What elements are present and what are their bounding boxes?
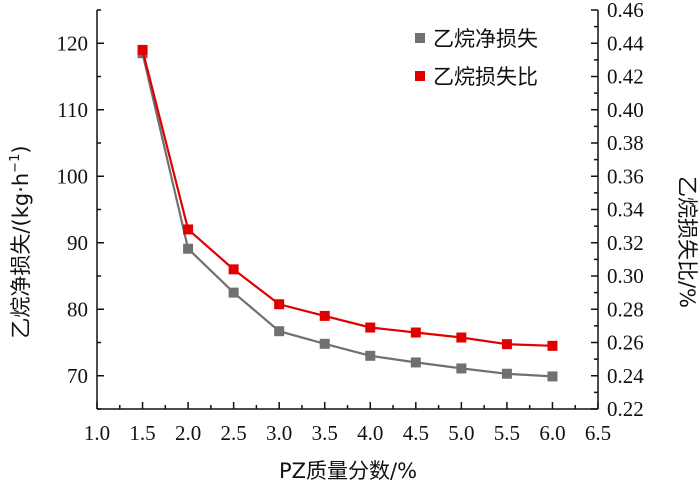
y-right-tick-label: 0.26: [607, 331, 644, 355]
data-point-1: [456, 332, 467, 343]
y-right-tick-label: 0.44: [607, 31, 644, 55]
y-left-tick-label: 90: [67, 231, 88, 255]
y-left-axis-title-sup: −1: [8, 154, 23, 173]
data-point-0: [319, 338, 330, 349]
legend-label-net-loss: 乙烷净损失: [433, 27, 538, 51]
data-point-1: [547, 340, 558, 351]
x-tick-label: 5.0: [448, 421, 474, 445]
data-point-0: [410, 357, 421, 368]
series-line-1: [141, 49, 553, 347]
y-right-tick-label: 0.24: [607, 364, 644, 388]
y-right-tick-label: 0.38: [607, 131, 644, 155]
data-point-1: [228, 264, 239, 275]
y-right-tick-label: 0.30: [607, 264, 644, 288]
x-tick-label: 4.0: [357, 421, 383, 445]
data-point-1: [274, 299, 285, 310]
data-point-0: [365, 350, 376, 361]
data-point-0: [547, 371, 558, 382]
y-right-tick-label: 0.46: [607, 0, 644, 22]
data-point-1: [501, 339, 512, 350]
series-group: [137, 44, 558, 382]
x-tick-label: 4.5: [403, 421, 429, 445]
x-tick-label: 3.5: [312, 421, 338, 445]
x-tick-label: 2.0: [175, 421, 201, 445]
x-tick-label: 6.0: [539, 421, 565, 445]
x-axis-title: PZ质量分数/%: [279, 459, 417, 483]
y-left-axis-title-main: 乙烷净损失/(kg·h: [9, 173, 33, 339]
y-left-axis-title: 乙烷净损失/(kg·h−1): [8, 145, 33, 338]
data-point-1: [137, 44, 148, 55]
series-line-0: [141, 52, 553, 378]
x-tick-label: 6.5: [585, 421, 611, 445]
data-point-1: [365, 322, 376, 333]
x-tick-label: 1.0: [84, 421, 110, 445]
y-right-tick-label: 0.28: [607, 297, 644, 321]
data-point-1: [319, 310, 330, 321]
y-right-tick-label: 0.36: [607, 164, 644, 188]
data-point-0: [274, 326, 285, 337]
y-right-tick-label: 0.40: [607, 98, 644, 122]
legend-marker-net-loss: [415, 33, 425, 43]
x-tick-label: 2.5: [221, 421, 247, 445]
y-right-axis-title: 乙烷损失比/%: [675, 176, 699, 308]
data-point-0: [456, 363, 467, 374]
y-left-tick-label: 110: [57, 98, 88, 122]
x-tick-label: 1.5: [129, 421, 155, 445]
data-point-1: [183, 224, 194, 235]
legend: 乙烷净损失 乙烷损失比: [415, 27, 538, 89]
legend-label-loss-ratio: 乙烷损失比: [433, 65, 538, 89]
y-right-tick-label: 0.34: [607, 198, 644, 222]
y-right-tick-label: 0.32: [607, 231, 644, 255]
y-left-axis-title-tail: ): [9, 145, 33, 153]
y-left-tick-label: 80: [67, 297, 88, 321]
data-point-1: [410, 327, 421, 338]
y-right-tick-label: 0.22: [607, 397, 644, 421]
y-left-tick-label: 120: [57, 31, 89, 55]
x-tick-label: 3.0: [266, 421, 292, 445]
x-tick-label: 5.5: [494, 421, 520, 445]
data-point-0: [228, 287, 239, 298]
y-left-tick-label: 70: [67, 364, 88, 388]
data-point-0: [501, 368, 512, 379]
y-right-tick-label: 0.42: [607, 65, 644, 89]
ticks-group: 1.0 1.5 2.0 2.5 3.0 3.5 4.0 4.5 5.0 5.5 6.0 6.5 70 80…: [57, 0, 645, 445]
legend-marker-loss-ratio: [415, 71, 425, 81]
y-left-tick-label: 100: [57, 164, 89, 188]
data-point-0: [183, 243, 194, 254]
